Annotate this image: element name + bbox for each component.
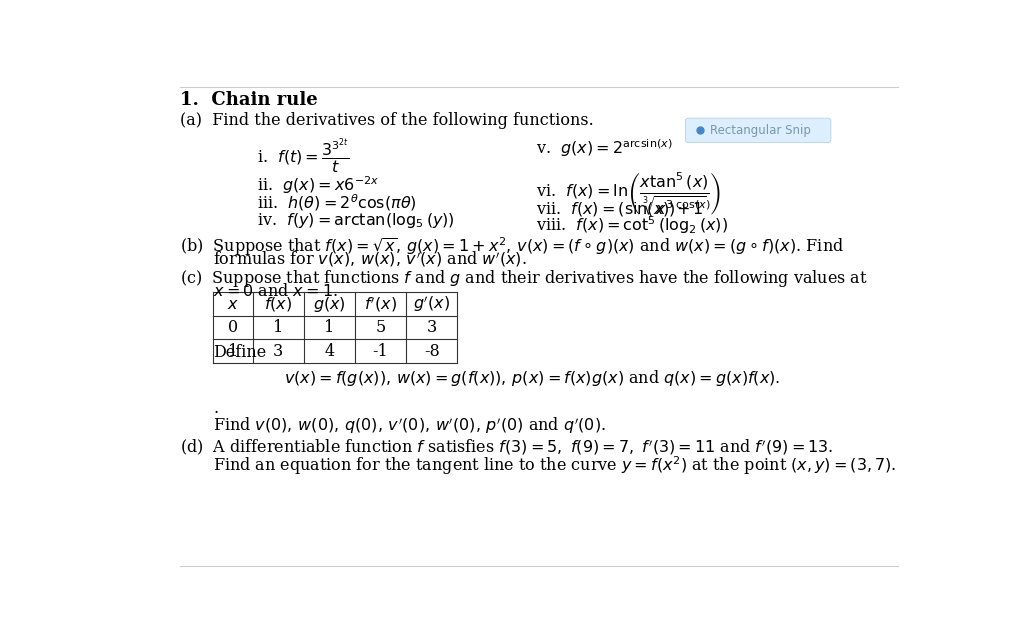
Text: 3: 3 bbox=[426, 319, 436, 336]
Text: $x$: $x$ bbox=[227, 296, 240, 313]
Text: i.  $f(t) = \dfrac{3^{3^{2t}}}{t}$: i. $f(t) = \dfrac{3^{3^{2t}}}{t}$ bbox=[257, 136, 349, 176]
Text: -8: -8 bbox=[424, 343, 439, 360]
Text: Define: Define bbox=[213, 344, 267, 361]
Text: .: . bbox=[213, 400, 218, 417]
Text: Rectangular Snip: Rectangular Snip bbox=[709, 124, 811, 137]
Text: 4: 4 bbox=[325, 343, 335, 360]
Text: (c)  Suppose that functions $f$ and $g$ and their derivatives have the following: (c) Suppose that functions $f$ and $g$ a… bbox=[181, 268, 868, 289]
Text: (d)  A differentiable function $f$ satisfies $f(3) = 5,\ f(9) = 7,\ f'(3) = 11$ : (d) A differentiable function $f$ satisf… bbox=[181, 438, 834, 457]
Text: 0: 0 bbox=[228, 319, 239, 336]
Text: 1: 1 bbox=[228, 343, 239, 360]
Text: vi.  $f(x) = \ln\!\left(\dfrac{x\tan^5(x)}{\sqrt[3]{x^3+1}}\right)$: vi. $f(x) = \ln\!\left(\dfrac{x\tan^5(x)… bbox=[536, 169, 721, 217]
Text: ii.  $g(x) = x6^{-2x}$: ii. $g(x) = x6^{-2x}$ bbox=[257, 175, 379, 196]
Text: iii.  $h(\theta) = 2^{\theta}\cos(\pi\theta)$: iii. $h(\theta) = 2^{\theta}\cos(\pi\the… bbox=[257, 192, 416, 213]
Text: iv.  $f(y) = \arctan(\log_5(y))$: iv. $f(y) = \arctan(\log_5(y))$ bbox=[257, 211, 455, 230]
Text: 1.  Chain rule: 1. Chain rule bbox=[181, 91, 318, 109]
Text: $x = 0$ and $x = 1$.: $x = 0$ and $x = 1$. bbox=[213, 283, 338, 300]
Text: $g'(x)$: $g'(x)$ bbox=[413, 294, 451, 314]
Text: $v(x) = f(g(x)),\, w(x) = g(f(x)),\, p(x) = f(x)g(x)$ and $q(x) = g(x)f(x).$: $v(x) = f(g(x)),\, w(x) = g(f(x)),\, p(x… bbox=[284, 368, 781, 389]
Text: (b)  Suppose that $f(x) = \sqrt{x},\, g(x) = 1+x^2,\, v(x) = (f\circ g)(x)$ and : (b) Suppose that $f(x) = \sqrt{x},\, g(x… bbox=[181, 235, 844, 258]
Text: (a)  Find the derivatives of the following functions.: (a) Find the derivatives of the followin… bbox=[181, 111, 594, 129]
Text: v.  $g(x) = 2^{\mathrm{arcsin}(x)}$: v. $g(x) = 2^{\mathrm{arcsin}(x)}$ bbox=[536, 138, 673, 159]
Text: 1: 1 bbox=[273, 319, 283, 336]
Text: 1: 1 bbox=[325, 319, 335, 336]
Text: vii.  $f(x) = (\sin(x))^{\cos(x)}$: vii. $f(x) = (\sin(x))^{\cos(x)}$ bbox=[536, 198, 710, 218]
Text: viii.  $f(x) = \cot^5(\log_2(x))$: viii. $f(x) = \cot^5(\log_2(x))$ bbox=[536, 215, 728, 236]
FancyBboxPatch shape bbox=[685, 118, 831, 143]
Text: formulas for $v(x),\, w(x),\, v'(x)$ and $w'(x)$.: formulas for $v(x),\, w(x),\, v'(x)$ and… bbox=[213, 250, 527, 269]
Text: $f(x)$: $f(x)$ bbox=[264, 295, 292, 313]
Text: 5: 5 bbox=[376, 319, 386, 336]
Text: Find $v(0),\, w(0),\, q(0),\, v'(0),\, w'(0),\, p'(0)$ and $q'(0)$.: Find $v(0),\, w(0),\, q(0),\, v'(0),\, w… bbox=[213, 416, 606, 436]
Text: Find an equation for the tangent line to the curve $y = f(x^2)$ at the point $(x: Find an equation for the tangent line to… bbox=[213, 454, 897, 477]
Text: 3: 3 bbox=[273, 343, 283, 360]
Text: $g(x)$: $g(x)$ bbox=[313, 294, 346, 313]
Text: -1: -1 bbox=[373, 343, 389, 360]
Text: $f'(x)$: $f'(x)$ bbox=[364, 294, 397, 313]
